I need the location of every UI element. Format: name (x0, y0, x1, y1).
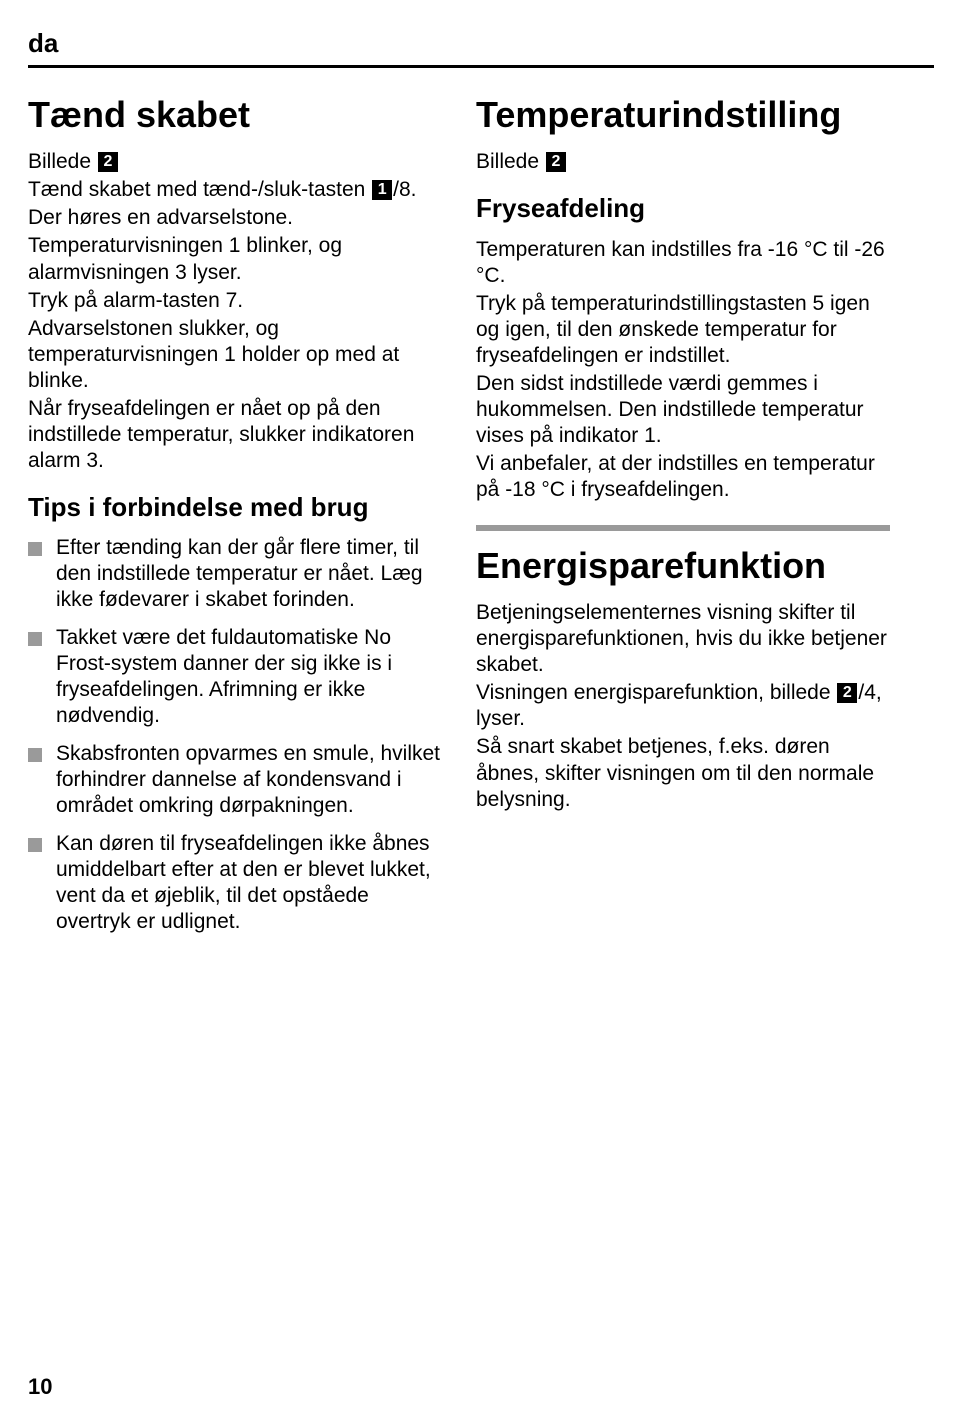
heading-temperaturindstilling: Temperaturindstilling (476, 94, 890, 135)
right-column: Temperaturindstilling Billede 2 Fryseafd… (476, 94, 890, 947)
text-billede: Billede (28, 150, 97, 173)
text-billede-right: Billede (476, 150, 545, 173)
language-code: da (28, 28, 890, 59)
energi-body: Betjeningselementernes visning skifter t… (476, 600, 890, 812)
badge-2-icon: 2 (546, 152, 566, 172)
intro-paragraph: Billede 2 Tænd skabet med tænd-/sluk-tas… (28, 149, 442, 473)
badge-2-icon: 2 (837, 683, 857, 703)
text-taend-line-b: /8. (393, 178, 416, 201)
left-column: Tænd skabet Billede 2 Tænd skabet med tæ… (28, 94, 442, 947)
content-columns: Tænd skabet Billede 2 Tænd skabet med tæ… (28, 94, 890, 947)
badge-2-icon: 2 (98, 152, 118, 172)
badge-1-icon: 1 (372, 180, 392, 200)
page: da Tænd skabet Billede 2 Tænd skabet med… (0, 0, 960, 1428)
text-energi-p2a: Visningen energisparefunktion, billede (476, 681, 836, 704)
text-fryse-p1: Temperaturen kan indstilles fra -16 °C t… (476, 237, 890, 289)
list-item: Kan døren til fryseafdelingen ikke åbnes… (28, 831, 442, 935)
text-energi-p3: Så snart skabet betjenes, f.eks. døren å… (476, 734, 890, 812)
text-fryse-p4: Vi anbefaler, at der indstilles en tempe… (476, 451, 890, 503)
tips-list: Efter tænding kan der går flere timer, t… (28, 535, 442, 935)
list-item: Efter tænding kan der går flere timer, t… (28, 535, 442, 613)
list-item: Takket være det fuldautomatiske No Frost… (28, 625, 442, 729)
text-tryk-alarm: Tryk på alarm-tasten 7. (28, 288, 442, 314)
text-energi-p1: Betjeningselementernes visning skifter t… (476, 600, 890, 678)
top-rule (28, 65, 934, 68)
heading-taend-skabet: Tænd skabet (28, 94, 442, 135)
text-taend-line: Tænd skabet med tænd-/sluk-tasten (28, 178, 371, 201)
text-fryseafdeling-naaet: Når fryseafdelingen er nået op på den in… (28, 396, 442, 474)
section-separator (476, 525, 890, 531)
page-number: 10 (28, 1374, 52, 1400)
list-item: Skabsfronten opvarmes en smule, hvilket … (28, 741, 442, 819)
text-fryse-p2: Tryk på temperaturindstillingstasten 5 i… (476, 291, 890, 369)
text-advarselstone-slukker: Advarselstonen slukker, og temperaturvis… (28, 316, 442, 394)
text-advarsel: Der høres en advarselstone. (28, 205, 442, 231)
fryse-body: Temperaturen kan indstilles fra -16 °C t… (476, 237, 890, 503)
text-fryse-p3: Den sidst indstillede værdi gemmes i huk… (476, 371, 890, 449)
heading-energisparefunktion: Energisparefunktion (476, 545, 890, 586)
heading-fryseafdeling: Fryseafdeling (476, 193, 890, 224)
heading-tips: Tips i forbindelse med brug (28, 492, 442, 523)
text-temperaturvisning: Temperaturvisningen 1 blinker, og alarmv… (28, 233, 442, 285)
